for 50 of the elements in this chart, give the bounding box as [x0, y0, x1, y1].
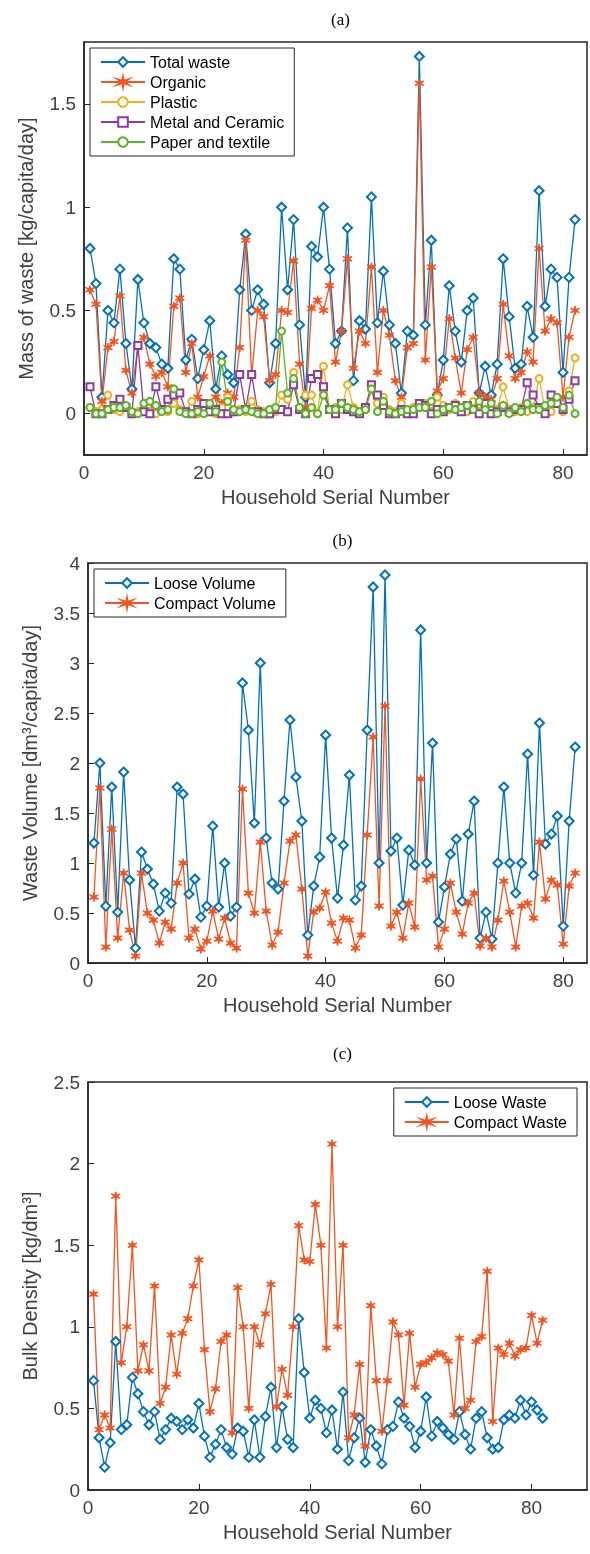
- x-tick-label: 80: [552, 462, 574, 483]
- x-tick-label: 40: [299, 1497, 321, 1518]
- y-tick-label: 1.5: [53, 1234, 80, 1256]
- x-tick-label: 40: [315, 970, 337, 992]
- chart-title: (a): [331, 10, 350, 29]
- legend-label: Organic: [150, 73, 207, 91]
- x-tick-label: 80: [552, 970, 574, 992]
- x-tick-label: 80: [520, 1497, 543, 1518]
- y-tick-label: 1.5: [53, 802, 80, 824]
- x-tick-label: 20: [196, 970, 218, 992]
- x-tick-label: 0: [82, 1497, 94, 1518]
- y-tick-label: 0: [65, 403, 76, 425]
- legend-label: Compact Volume: [154, 594, 276, 612]
- x-tick-label: 60: [432, 462, 454, 483]
- x-axis-title: Household Serial Number: [222, 1520, 453, 1543]
- y-tick-label: 2.5: [53, 702, 80, 724]
- y-tick-label: 0.5: [49, 299, 76, 321]
- y-tick-label: 2: [69, 752, 80, 774]
- y-axis-title: Mass of waste [kg/capita/day]: [15, 117, 37, 380]
- y-tick-label: 1.5: [49, 93, 76, 115]
- x-tick-label: 60: [410, 1497, 432, 1518]
- chart-title: (c): [333, 1044, 352, 1063]
- x-axis-title: Household Serial Number: [222, 994, 453, 1016]
- legend-label: Loose Volume: [154, 574, 256, 592]
- x-tick-label: 20: [188, 1497, 210, 1518]
- y-tick-label: 2: [69, 1153, 80, 1175]
- y-tick-label: 3: [69, 652, 80, 674]
- chart-title: (b): [332, 531, 353, 550]
- y-tick-label: 1: [65, 196, 76, 218]
- y-tick-label: 1: [69, 852, 80, 874]
- y-tick-label: 2.5: [53, 1071, 80, 1093]
- y-axis-title: Bulk Density [kg/dm³]: [19, 1191, 41, 1381]
- y-tick-label: 3.5: [53, 602, 80, 624]
- x-axis-title: Household Serial Number: [220, 485, 451, 508]
- y-tick-label: 0.5: [53, 902, 80, 924]
- y-tick-label: 4: [69, 552, 81, 574]
- y-tick-label: 0.5: [53, 1397, 80, 1419]
- x-tick-label: 40: [312, 462, 335, 483]
- x-tick-label: 60: [433, 970, 455, 992]
- legend-label: Metal and Ceramic: [150, 113, 285, 131]
- y-tick-label: 0: [69, 952, 80, 974]
- y-axis-title: Waste Volume [dm³/capita/day]: [19, 625, 41, 902]
- legend-label: Paper and textile: [150, 133, 271, 151]
- y-tick-label: 0: [69, 1479, 80, 1501]
- x-tick-label: 20: [193, 462, 215, 483]
- legend-label: Compact Waste: [453, 1113, 568, 1131]
- y-tick-label: 1: [69, 1316, 80, 1338]
- legend-label: Loose Waste: [453, 1093, 547, 1111]
- legend-label: Total waste: [150, 53, 231, 71]
- legend-label: Plastic: [150, 93, 198, 111]
